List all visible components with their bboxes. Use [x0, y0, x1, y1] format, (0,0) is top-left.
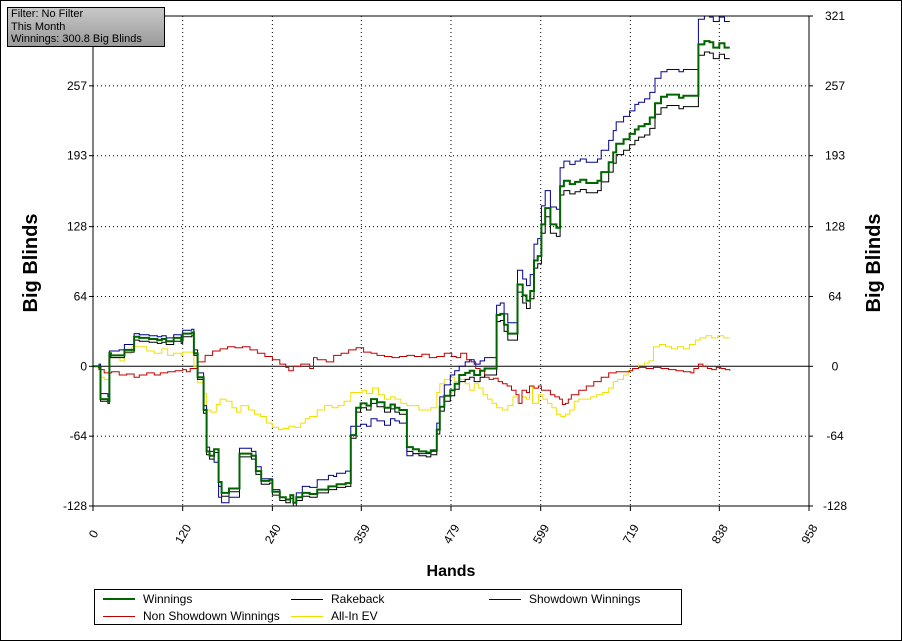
y-axis-title-left: Big Blinds [20, 214, 42, 313]
legend-item-all-in-ev: All-In EV [291, 608, 378, 624]
y-tick-label-right: 0 [832, 359, 839, 373]
y-tick-label-right: 257 [825, 79, 845, 93]
legend-swatch-rakeback [291, 598, 323, 600]
x-tick-label: 599 [530, 522, 552, 547]
chart-legend: Winnings Rakeback Showdown Winnings Non … [94, 589, 682, 625]
legend-label-winnings: Winnings [143, 592, 193, 606]
winnings-label: Winnings: 300.8 Big Blinds [11, 33, 142, 45]
series-line-rakeback [93, 51, 730, 507]
y-tick-label-right: 64 [828, 289, 842, 303]
legend-item-rakeback: Rakeback [291, 591, 384, 607]
x-tick-label: 958 [798, 522, 820, 547]
y-tick-label-left: 193 [67, 149, 87, 163]
x-tick-label: 240 [262, 522, 284, 547]
y-axis-title-right: Big Blinds [863, 214, 885, 313]
legend-swatch-showdown-winnings [489, 598, 521, 600]
legend-swatch-all-in-ev [291, 615, 323, 617]
x-tick-label: 0 [86, 527, 102, 540]
x-tick-label: 359 [351, 522, 373, 547]
legend-item-non-showdown-winnings: Non Showdown Winnings [103, 608, 280, 624]
y-tick-label-left: 64 [74, 289, 88, 303]
grid-lines [93, 16, 809, 506]
legend-item-winnings: Winnings [103, 591, 192, 607]
legend-swatch-non-showdown-winnings [103, 615, 135, 617]
y-tick-label-right: 321 [825, 9, 845, 23]
filter-label: Filter: No Filter [11, 8, 84, 20]
x-axis-title: Hands [427, 563, 476, 580]
legend-label-showdown-winnings: Showdown Winnings [529, 592, 641, 606]
legend-label-rakeback: Rakeback [331, 592, 385, 606]
y-tick-label-right: -128 [823, 499, 847, 513]
y-tick-label-right: 193 [825, 149, 845, 163]
filter-info-box: Filter: No Filter This Month Winnings: 3… [7, 7, 165, 47]
y-tick-label-right: 128 [825, 220, 845, 234]
x-tick-label: 838 [709, 522, 731, 547]
series-line-non-showdown-winnings [93, 346, 731, 405]
y-tick-label-left: 128 [67, 220, 87, 234]
series-lines [93, 15, 731, 507]
series-line-showdown-winnings [93, 15, 730, 504]
period-label: This Month [11, 20, 66, 33]
legend-item-showdown-winnings: Showdown Winnings [489, 591, 640, 607]
legend-label-non-showdown-winnings: Non Showdown Winnings [143, 609, 280, 623]
tick-labels: -128 -128 -64 -64 0 0 64 64 128 128 193 193 257 257 32… [63, 9, 847, 546]
series-line-all-in-ev [93, 335, 730, 431]
y-tick-label-right: -64 [826, 429, 844, 443]
y-tick-label-left: 257 [67, 79, 87, 93]
x-tick-label: 719 [620, 522, 642, 547]
x-tick-label: 120 [172, 522, 194, 547]
y-tick-label-left: -128 [63, 499, 87, 513]
legend-swatch-winnings [103, 598, 135, 600]
x-tick-label: 479 [440, 522, 462, 547]
y-tick-label-left: -64 [70, 429, 88, 443]
legend-label-all-in-ev: All-In EV [331, 609, 378, 623]
series-line-winnings [93, 40, 730, 504]
y-tick-label-left: 0 [80, 359, 87, 373]
